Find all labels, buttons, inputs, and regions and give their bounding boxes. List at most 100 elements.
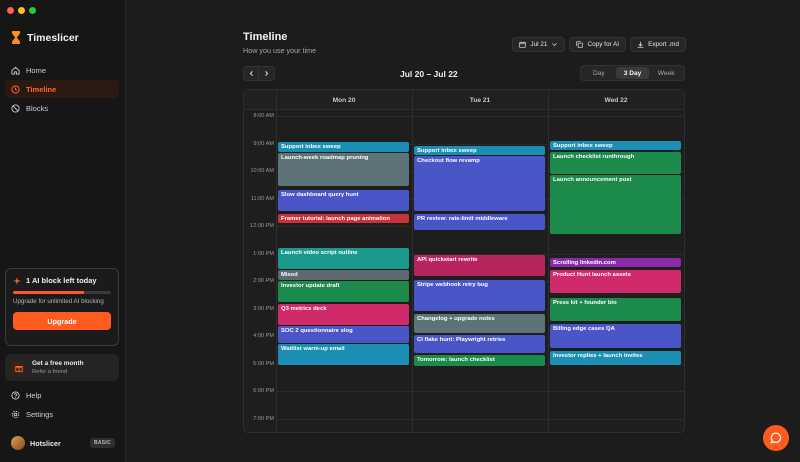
user-account[interactable]: Hotslicer BASIC [11, 436, 115, 450]
hour-label: 10:00 AM [250, 168, 274, 174]
nav-item-settings[interactable]: Settings [5, 405, 119, 423]
download-icon [637, 41, 644, 48]
hour-gridline [276, 116, 684, 117]
nav-item-blocks[interactable]: Blocks [5, 99, 119, 117]
nav-item-home[interactable]: Home [5, 61, 119, 79]
calendar-event[interactable]: Billing edge cases QA [550, 323, 681, 349]
calendar-event[interactable]: Support inbox sweep [414, 146, 545, 155]
chat-icon [770, 432, 782, 444]
day-column-divider [412, 90, 413, 432]
zoom-window-button[interactable] [29, 7, 36, 14]
view-3day-tab[interactable]: 3 Day [615, 67, 650, 79]
calendar-event[interactable]: Checkout flow revamp [414, 155, 545, 211]
ai-card-title-row: 1 AI block left today [13, 276, 111, 285]
calendar-event[interactable]: SOC 2 questionnaire slog [278, 326, 409, 343]
close-window-button[interactable] [7, 7, 14, 14]
minimize-window-button[interactable] [18, 7, 25, 14]
hour-label: 3:00 PM [253, 305, 274, 312]
page-title: Timeline [243, 31, 288, 43]
day-column-divider [684, 90, 685, 432]
calendar-event[interactable]: Slow dashboard query hunt [278, 190, 409, 211]
day-column-divider [276, 90, 277, 432]
calendar-event[interactable]: Support inbox sweep [550, 140, 681, 151]
date-picker-button[interactable]: Jul 21 [512, 37, 566, 52]
calendar-event[interactable]: Investor replies + launch invites [550, 351, 681, 365]
calendar-header: Mon 20 Tue 21 Wed 22 [244, 90, 684, 110]
ai-card-subtitle: Upgrade for unlimited AI blocking [13, 298, 104, 305]
calendar-event[interactable]: Mixed [278, 270, 409, 280]
nav-label-blocks: Blocks [26, 103, 49, 113]
calendar-event[interactable]: Scrolling linkedin.com [550, 257, 681, 268]
hourglass-icon [11, 31, 21, 44]
calendar-event[interactable]: Q3 metrics deck [278, 304, 409, 325]
calendar-event[interactable]: Product Hunt launch assets [550, 270, 681, 294]
hour-gridline [276, 143, 684, 145]
hour-gridline [276, 253, 684, 255]
bottom-nav: Help Settings [5, 386, 119, 424]
day-header-wed: Wed 22 [604, 96, 628, 104]
sparkle-icon [13, 276, 21, 285]
calendar-event[interactable]: Waitlist warm-up email [278, 344, 409, 365]
hour-label: 5:00 PM [253, 360, 274, 367]
calendar-event[interactable]: CI flake hunt: Playwright retries [414, 334, 545, 353]
view-week-tab[interactable]: Week [657, 69, 675, 77]
copy-for-ai-button[interactable]: Copy for AI [569, 37, 627, 52]
brand-name: Timeslicer [27, 31, 79, 44]
calendar-grid: Mon 20 Tue 21 Wed 22 8:00 AM 9:00 AM 10:00… [243, 89, 685, 433]
hour-label: 12:00 PM [250, 223, 274, 229]
previous-range-button[interactable] [243, 66, 259, 81]
copy-for-ai-label: Copy for AI [587, 41, 620, 48]
calendar-event[interactable]: Launch announcement post [550, 175, 681, 235]
calendar-event[interactable]: Stripe webhook retry bug [414, 279, 545, 312]
calendar-event[interactable]: Launch video script outline [278, 248, 409, 269]
calendar-event[interactable]: Changelog + upgrade notes [414, 314, 545, 334]
view-switcher: Day 3 Day Week [580, 65, 685, 81]
plan-badge: BASIC [89, 438, 115, 448]
calendar-event[interactable]: Investor update draft [278, 281, 409, 302]
user-name: Hotslicer [30, 438, 61, 448]
free-month-subtitle: Refer a friend [32, 369, 68, 375]
nav-label-settings: Settings [26, 409, 54, 419]
free-month-card[interactable]: Get a free month Refer a friend [5, 354, 119, 381]
export-md-button[interactable]: Export .md [630, 37, 686, 52]
date-navigation [243, 66, 275, 81]
ai-blocks-card: 1 AI block left today Upgrade for unlimi… [5, 268, 119, 346]
calendar-event[interactable]: Tomorrow: launch checklist [414, 355, 545, 367]
blocks-icon [11, 103, 20, 113]
hour-gridline [276, 391, 684, 392]
day-column-divider [548, 90, 549, 432]
ai-usage-bar-fill [13, 291, 84, 294]
support-chat-button[interactable] [763, 425, 789, 451]
calendar-icon [519, 41, 527, 48]
nav-item-timeline[interactable]: Timeline [5, 80, 119, 98]
window-controls [7, 7, 36, 14]
avatar [11, 436, 25, 450]
calendar-event[interactable]: Launch checklist runthrough [550, 151, 681, 174]
nav-label-timeline: Timeline [26, 84, 57, 94]
nav-label-help: Help [26, 390, 42, 400]
day-header-tue: Tue 21 [469, 96, 491, 104]
calendar-event[interactable]: Framer tutorial: launch page animation [278, 213, 409, 224]
calendar-event[interactable]: Press kit + founder bio [550, 297, 681, 321]
view-day-tab[interactable]: Day [592, 69, 605, 77]
calendar-event[interactable]: PR review: rate-limit middleware [414, 213, 545, 231]
brand: Timeslicer [11, 31, 79, 44]
ai-usage-bar [13, 291, 111, 294]
nav-label-home: Home [26, 65, 47, 75]
hour-gridline [276, 418, 684, 420]
calendar-event[interactable]: Support inbox sweep [278, 142, 409, 152]
chevron-down-icon [552, 43, 558, 47]
next-range-button[interactable] [259, 66, 275, 81]
chevron-left-icon [249, 71, 253, 76]
hour-label: 8:00 AM [253, 113, 274, 119]
calendar-event[interactable]: Launch-week roadmap pruning [278, 153, 409, 187]
nav-item-help[interactable]: Help [5, 386, 119, 404]
hour-label: 1:00 PM [253, 250, 274, 257]
upgrade-button[interactable]: Upgrade [13, 312, 111, 331]
toolbar: Jul 21 Copy for AI Export .md [512, 37, 686, 52]
hour-label: 7:00 PM [253, 415, 274, 422]
main-nav: Home Timeline Blocks [5, 61, 119, 118]
copy-icon [576, 41, 584, 48]
calendar-event[interactable]: API quickstart rewrite [414, 254, 545, 276]
